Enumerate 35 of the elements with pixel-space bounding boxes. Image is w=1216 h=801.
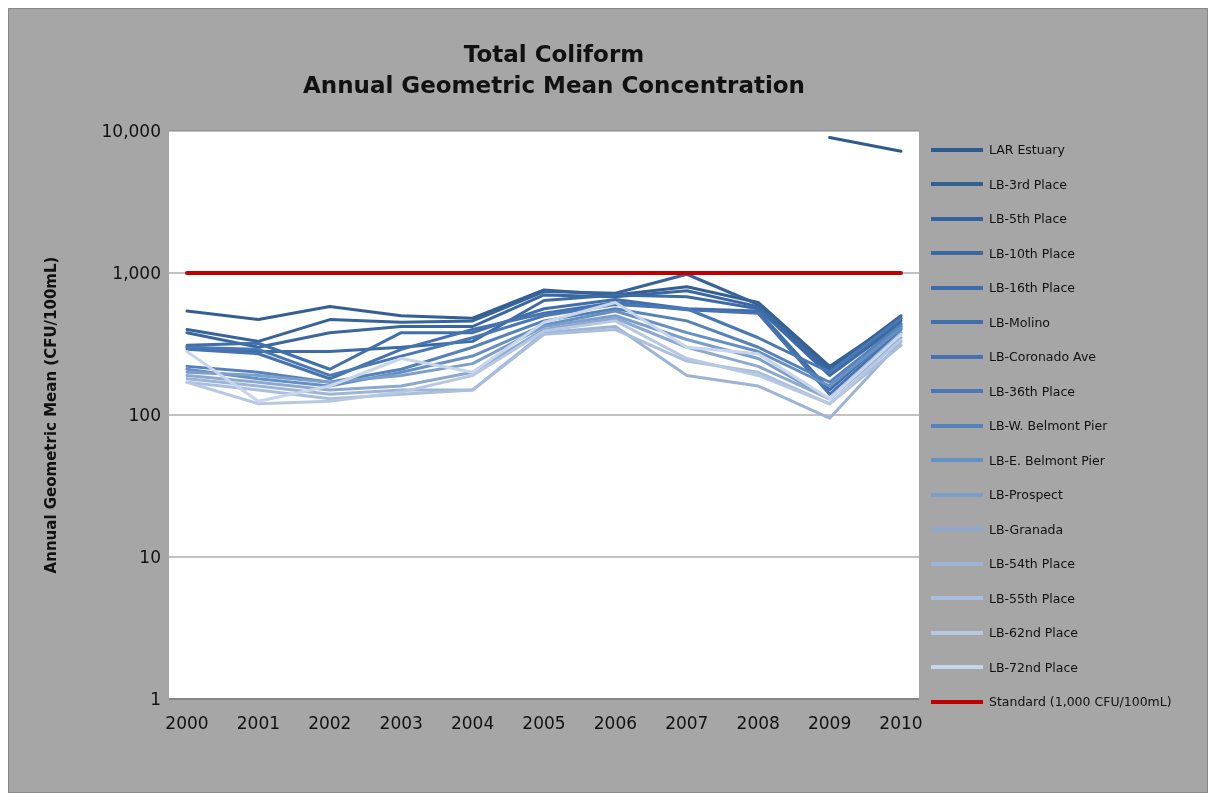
- x-tick-label: 2002: [308, 713, 352, 734]
- legend-label: LB-Granada: [989, 521, 1064, 537]
- x-tick-label: 2001: [236, 713, 281, 734]
- y-axis-title: Annual Geometric Mean (CFU/100mL): [42, 256, 61, 574]
- legend-label: LB-Coronado Ave: [989, 349, 1096, 364]
- legend-label: LB-55th Place: [989, 590, 1075, 606]
- chart-title: Total Coliform Annual Geometric Mean Concentration: [302, 40, 806, 100]
- x-tick-label: 2005: [522, 713, 566, 734]
- y-tick-label: 100: [128, 405, 161, 426]
- legend-label: LAR Estuary: [989, 142, 1065, 157]
- legend-label: LB-54th Place: [989, 556, 1075, 571]
- legend-label: LB-Prospect: [989, 487, 1063, 502]
- legend-label: LB-Molino: [989, 314, 1050, 330]
- x-tick-label: 2010: [879, 713, 923, 734]
- legend-label: LB-62nd Place: [989, 625, 1079, 640]
- x-tick-label: 2000: [165, 713, 209, 734]
- x-tick-label: 2009: [807, 713, 852, 734]
- x-tick-label: 2003: [379, 713, 423, 734]
- legend-label: LB-5th Place: [989, 211, 1068, 226]
- legend-label: LB-3rd Place: [989, 176, 1068, 192]
- legend-label: LB-10th Place: [989, 245, 1075, 261]
- legend-label: LB-36th Place: [989, 383, 1075, 399]
- y-tick-label: 1,000: [112, 263, 161, 284]
- legend-label: LB-16th Place: [989, 280, 1075, 295]
- legend-label: LB-72nd Place: [989, 659, 1079, 675]
- y-tick-label: 10,000: [101, 121, 161, 142]
- x-tick-label: 2004: [450, 713, 495, 734]
- legend-label: LB-E. Belmont Pier: [989, 452, 1105, 468]
- x-tick-label: 2008: [736, 713, 780, 734]
- legend-label: LB-W. Belmont Pier: [989, 418, 1108, 433]
- legend-label: Standard (1,000 CFU/100mL): [989, 694, 1172, 709]
- x-tick-label: 2006: [593, 713, 638, 734]
- y-tick-label: 10: [139, 547, 161, 568]
- y-tick-label: 1: [150, 689, 161, 710]
- x-tick-label: 2007: [665, 713, 709, 734]
